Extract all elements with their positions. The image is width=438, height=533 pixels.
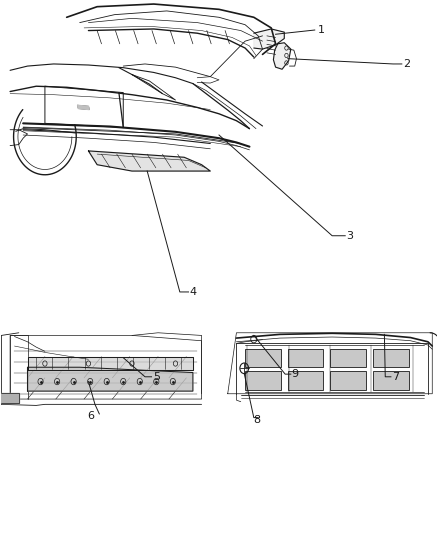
Bar	[245, 349, 281, 367]
Text: 5: 5	[153, 372, 160, 382]
Polygon shape	[88, 151, 210, 171]
Text: 7: 7	[392, 372, 399, 382]
Bar	[245, 371, 281, 390]
Text: 6: 6	[87, 411, 94, 421]
Text: 1: 1	[318, 25, 325, 35]
Polygon shape	[273, 43, 291, 69]
Bar	[288, 371, 323, 390]
Text: 3: 3	[346, 231, 353, 241]
Text: 9: 9	[292, 369, 299, 379]
Bar	[330, 371, 366, 390]
Polygon shape	[1, 393, 19, 403]
Text: 2: 2	[403, 59, 410, 69]
Bar	[330, 349, 366, 367]
Polygon shape	[254, 29, 284, 49]
Polygon shape	[78, 106, 89, 110]
Text: 8: 8	[253, 415, 260, 425]
Polygon shape	[28, 357, 193, 370]
Bar	[373, 349, 409, 367]
Text: 4: 4	[189, 287, 197, 297]
Bar	[288, 349, 323, 367]
Bar	[373, 371, 409, 390]
Polygon shape	[28, 367, 193, 391]
